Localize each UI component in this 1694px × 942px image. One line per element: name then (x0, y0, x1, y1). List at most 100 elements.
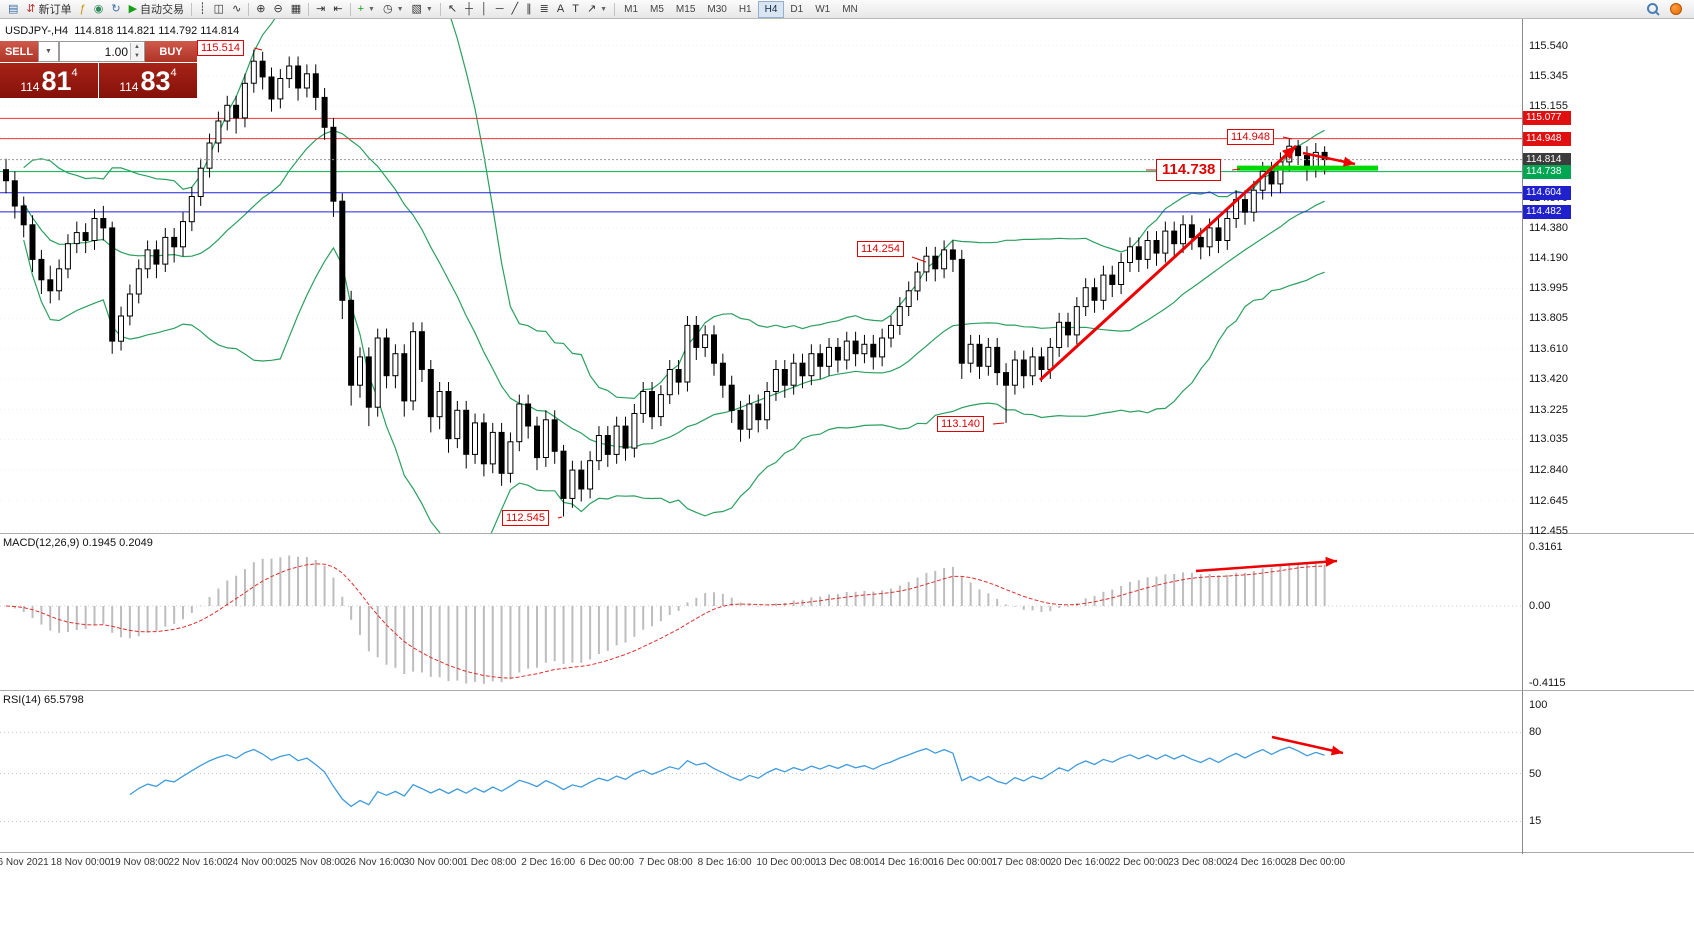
annotation-leader-line (557, 516, 563, 519)
volume-spinner[interactable]: ▲ ▼ (130, 43, 143, 61)
chart-shift-icon[interactable]: ⇤ (329, 1, 346, 18)
sell-price-big: 81 (41, 66, 72, 96)
zoom-out-icon-glyph: ⊖ (273, 2, 283, 15)
sell-price-pip: 4 (71, 67, 78, 79)
time-axis-label: 16 Nov 2021 (0, 857, 49, 868)
add-indicator-icon-dropdown[interactable]: ▼ (368, 5, 375, 13)
macd-splitter[interactable] (0, 533, 1694, 534)
templates-icon[interactable]: ▧ ▼ (408, 1, 437, 18)
price-axis-label: 115.155 (1529, 100, 1568, 113)
timeframe-group: M1 M5 M15 M30 H1 H4 D1 W1 MN (618, 0, 864, 18)
timeframe-m1-button[interactable]: M1 (624, 3, 639, 15)
auto-scroll-icon[interactable]: ⇥ (312, 1, 329, 18)
trend-arrow-line[interactable] (1271, 735, 1344, 755)
horizontal-line-icon[interactable]: ─ (492, 1, 508, 18)
trend-arrow-line[interactable] (1195, 559, 1338, 573)
rsi-axis-label: 50 (1529, 767, 1542, 780)
annotation-leader-line (253, 47, 263, 51)
sell-button[interactable]: SELL (0, 41, 38, 62)
cursor-icon[interactable]: ↖ (444, 1, 461, 18)
indicators-list-icon[interactable]: ƒ (76, 1, 90, 18)
time-axis-label: 23 Dec 08:00 (1168, 857, 1228, 868)
price-annotation-115_514[interactable]: 115.514 (197, 40, 244, 56)
tile-windows-icon[interactable]: ▦ (287, 1, 305, 18)
vertical-line-icon[interactable]: │ (477, 1, 492, 18)
price-annotation-112_545[interactable]: 112.545 (502, 510, 549, 526)
macd-panel-svg[interactable] (0, 535, 1522, 690)
price-annotation-114_254[interactable]: 114.254 (857, 241, 904, 257)
templates-icon-dropdown[interactable]: ▼ (425, 5, 433, 13)
time-axis-label: 13 Dec 08:00 (815, 857, 875, 868)
zoom-in-icon[interactable]: ⊕ (252, 1, 269, 18)
time-axis-label: 28 Dec 00:00 (1285, 857, 1346, 868)
text-icon[interactable]: A (553, 1, 568, 18)
sell-price-panel[interactable]: 114 81 4 (0, 63, 98, 98)
crosshair-icon[interactable]: ┼ (461, 1, 477, 18)
arrows-tool-icon-dropdown[interactable]: ▼ (600, 5, 608, 13)
equidistant-channel-icon[interactable]: ∥ (522, 1, 536, 18)
candlestick-chart-icon[interactable]: ◫ (210, 1, 228, 18)
volume-input[interactable]: 1.00 ▲ ▼ (59, 41, 145, 62)
text-label-icon[interactable]: T (568, 1, 583, 18)
order-type-dropdown[interactable]: ▼ (38, 41, 59, 62)
crosshair-icon-glyph: ┼ (465, 2, 473, 15)
timeframe-h4-button[interactable]: H4 (757, 0, 785, 18)
new-order-button-glyph: ⇵ (26, 2, 36, 15)
zoom-in-icon-glyph: ⊕ (256, 2, 266, 15)
trend-arrow-line[interactable] (1038, 144, 1298, 382)
macd-label: MACD(12,26,9) 0.1945 0.2049 (3, 537, 153, 549)
autotrading-button-label: 自动交易 (140, 4, 185, 16)
trend-arrow-head (1343, 156, 1355, 167)
search-icon[interactable] (1647, 2, 1660, 16)
toolbar-separator (349, 2, 351, 16)
toolbar-separator (248, 2, 250, 16)
price-annotation-113_140[interactable]: 113.140 (937, 416, 984, 432)
timeframe-d1-button[interactable]: D1 (790, 3, 804, 15)
line-chart-icon-glyph: ∿ (232, 2, 242, 15)
new-chart-icon[interactable]: ▤ (4, 1, 22, 18)
trendline-icon[interactable]: ╱ (508, 1, 523, 18)
line-chart-icon[interactable]: ∿ (228, 1, 245, 18)
periods-icon[interactable]: ◷ ▼ (379, 1, 408, 18)
time-axis-label: 26 Nov 16:00 (344, 857, 405, 868)
new-order-button[interactable]: ⇵ 新订单 (22, 1, 75, 18)
trend-arrow-head (1330, 745, 1343, 756)
price-tag-114_814: 114.814 (1523, 152, 1571, 167)
zoom-out-icon[interactable]: ⊖ (270, 1, 287, 18)
main-chart-svg[interactable] (0, 18, 1522, 533)
buy-button[interactable]: BUY (145, 41, 197, 62)
notification-badge[interactable] (1670, 3, 1682, 15)
volume-down-icon[interactable]: ▼ (131, 52, 143, 61)
bar-chart-icon-glyph: ┊ (199, 2, 206, 15)
timeframe-w1-button[interactable]: W1 (815, 3, 831, 15)
rsi-axis-label: 15 (1529, 815, 1542, 828)
price-annotation-114_738[interactable]: 114.738 (1156, 159, 1222, 181)
time-axis-label: 30 Nov 00:00 (403, 857, 464, 868)
volume-value: 1.00 (104, 44, 128, 59)
timeframe-mn-button[interactable]: MN (842, 3, 858, 15)
price-axis-label: 115.540 (1529, 39, 1568, 52)
bar-chart-icon[interactable]: ┊ (195, 1, 210, 18)
timeframe-m15-button[interactable]: M15 (675, 3, 696, 15)
time-axis-label: 17 Dec 08:00 (991, 857, 1052, 868)
market-watch-icon[interactable]: ◉ (90, 1, 108, 18)
periods-icon-dropdown[interactable]: ▼ (396, 5, 404, 13)
fibonacci-icon[interactable]: ≣ (536, 1, 553, 18)
volume-up-icon[interactable]: ▲ (131, 43, 143, 52)
fibonacci-icon-glyph: ≣ (539, 2, 549, 15)
price-annotation-114_948[interactable]: 114.948 (1227, 129, 1274, 145)
timeframe-m30-button[interactable]: M30 (707, 3, 727, 15)
timeframe-m5-button[interactable]: M5 (650, 3, 664, 15)
arrows-tool-icon[interactable]: ↗ ▼ (583, 1, 611, 18)
rsi-label: RSI(14) 65.5798 (3, 694, 84, 706)
vertical-line-icon-glyph: │ (480, 2, 488, 15)
refresh-icon[interactable]: ↻ (107, 1, 124, 18)
autotrading-button[interactable]: ▶ 自动交易 (125, 1, 188, 18)
symbol-period: USDJPY-,H4 (5, 25, 69, 37)
rsi-panel-svg[interactable] (0, 692, 1522, 852)
add-indicator-icon[interactable]: + ▼ (354, 1, 379, 18)
annotation-leader-line (911, 256, 927, 263)
timeframe-h1-button[interactable]: H1 (738, 3, 752, 15)
buy-price-panel[interactable]: 114 83 4 (99, 63, 197, 98)
rsi-splitter[interactable] (0, 690, 1694, 691)
